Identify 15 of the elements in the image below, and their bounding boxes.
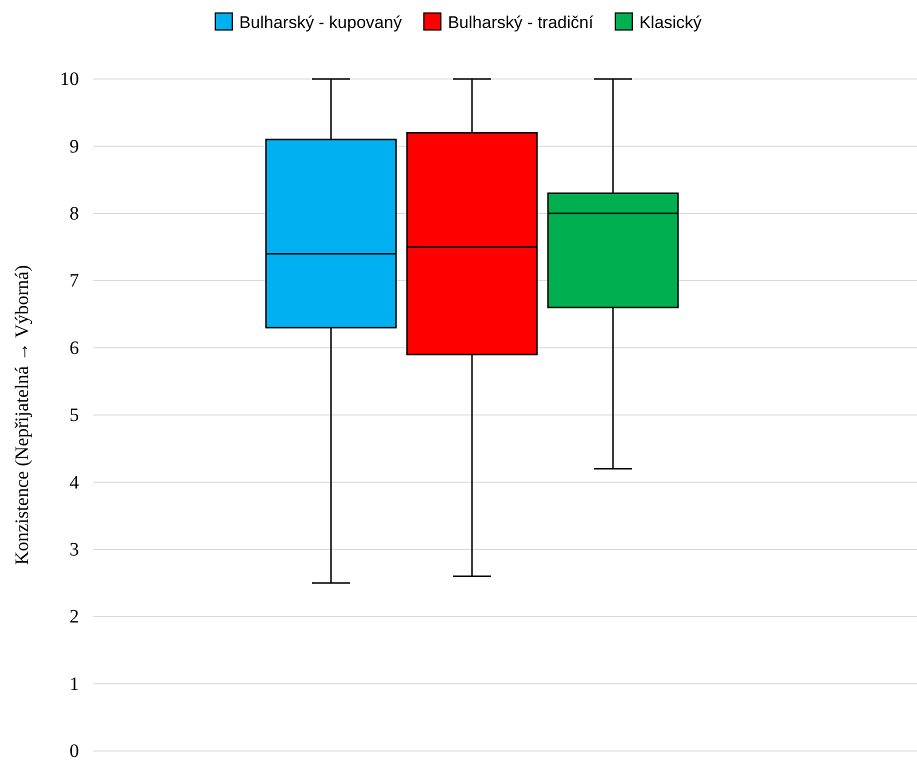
y-tick-label: 4: [70, 472, 80, 494]
y-tick-label: 7: [70, 270, 79, 292]
y-tick-label: 10: [60, 69, 79, 90]
legend-label: Klasický: [639, 13, 702, 32]
y-tick-label: 2: [70, 606, 79, 628]
legend-label: Bulharský - tradiční: [448, 13, 594, 32]
y-tick-label: 8: [70, 203, 79, 224]
y-tick-label: 6: [70, 338, 79, 359]
legend-label: Bulharský - kupovaný: [239, 13, 402, 32]
y-tick-label: 3: [70, 539, 79, 560]
y-tick-label: 0: [70, 741, 79, 762]
y-axis-title: Konzistence (Nepřijatelná → Výborná): [12, 265, 33, 565]
y-tick-label: 9: [70, 136, 79, 158]
y-tick-label: 5: [70, 405, 79, 426]
y-tick-label: 1: [70, 674, 79, 695]
